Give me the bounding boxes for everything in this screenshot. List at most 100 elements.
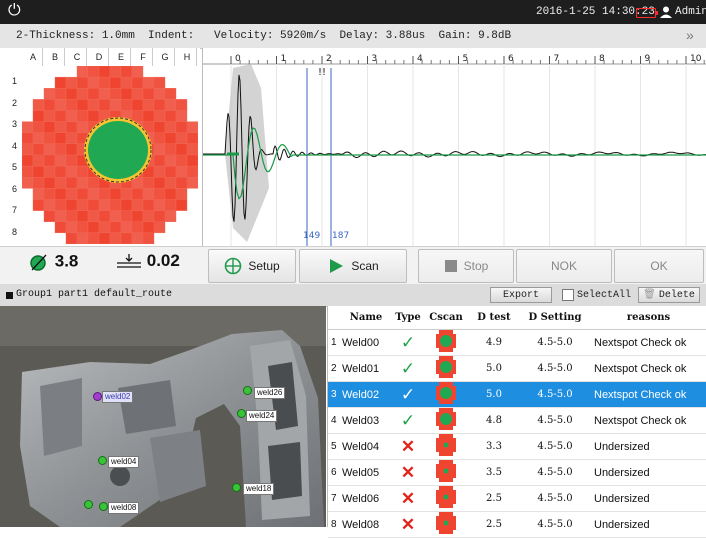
cscan-cell xyxy=(76,88,89,100)
battery-icon xyxy=(636,8,658,18)
power-icon[interactable]: ⏻ xyxy=(8,2,21,19)
table-header-row: Name Type Cscan D test D Setting reasons xyxy=(328,306,706,330)
weld-name: Weld05 xyxy=(340,459,392,486)
weld-tag[interactable]: weld04 xyxy=(108,456,140,468)
setup-button[interactable]: Setup xyxy=(208,249,296,283)
reason-text: Undersized xyxy=(590,433,706,460)
weld-name: Weld06 xyxy=(340,485,392,512)
cscan-row-label: 8 xyxy=(12,226,18,237)
table-row[interactable]: 2 Weld01 ✓ 5.0 4.5-5.0 Nextspot Check ok xyxy=(328,355,706,382)
d-setting-value: 4.5-5.0 xyxy=(520,433,590,460)
weld-point-marker[interactable] xyxy=(232,483,241,492)
cscan-cell xyxy=(153,188,166,200)
d-test-value: 3.5 xyxy=(468,459,520,486)
cscan-cell xyxy=(120,232,133,244)
table-row[interactable]: 6 Weld05 ✕ 3.5 4.5-5.0 Undersized xyxy=(328,459,706,486)
reason-text: Nextspot Check ok xyxy=(590,329,706,356)
export-button[interactable]: Export xyxy=(490,287,552,303)
part-photo[interactable]: weld02 weld26 weld24 weld04 weld18 weld0… xyxy=(0,306,326,527)
row-index: 4 xyxy=(328,407,340,434)
parameter-text: 2-Thickness: 1.0mm Indent: Velocity: 592… xyxy=(16,30,512,42)
cscan-cell xyxy=(131,188,144,200)
cscan-cell xyxy=(43,154,56,167)
username[interactable]: Admin xyxy=(675,6,706,18)
cscan-cell xyxy=(43,132,56,145)
chevron-down-icon[interactable]: » xyxy=(686,27,694,43)
cscan-cell xyxy=(131,110,144,122)
cscan-thumbnail xyxy=(424,433,468,460)
ok-button[interactable]: OK xyxy=(614,249,704,283)
delete-label: Delete xyxy=(658,289,695,301)
select-all-checkbox[interactable]: SelectAll xyxy=(562,287,634,303)
weld-tag[interactable]: weld18 xyxy=(243,483,275,495)
weld-tag[interactable]: weld08 xyxy=(108,502,140,514)
check-icon: ✓ xyxy=(392,329,424,356)
cscan-cell xyxy=(131,99,144,111)
cscan-cell xyxy=(109,210,122,222)
cscan-column-label: G xyxy=(156,48,175,66)
cscan-cell xyxy=(109,88,122,100)
checkbox-icon xyxy=(562,289,574,301)
table-row[interactable]: 4 Weld03 ✓ 4.8 4.5-5.0 Nextspot Check ok xyxy=(328,407,706,434)
weld-tag[interactable]: weld26 xyxy=(254,387,286,399)
weld-point-marker[interactable] xyxy=(243,386,252,395)
ascan-waveform[interactable]: 0 1 2 3 4 5 6 7 8 9 10!! 149 187 xyxy=(202,48,706,246)
cscan-cell xyxy=(186,143,198,156)
weld-point-marker[interactable] xyxy=(84,500,93,509)
check-icon: ✓ xyxy=(392,381,424,408)
cscan-cell xyxy=(98,99,111,111)
cscan-cell xyxy=(175,188,188,200)
cscan-cell xyxy=(175,121,188,133)
weld-tag[interactable]: weld02 xyxy=(102,391,134,403)
cscan-cell xyxy=(109,188,122,200)
column-cscan[interactable]: Cscan xyxy=(424,306,468,330)
table-row[interactable]: 8 Weld08 ✕ 2.5 4.5-5.0 Undersized xyxy=(328,511,706,538)
cscan-cell xyxy=(153,177,166,189)
parameter-bar: 2-Thickness: 1.0mm Indent: Velocity: 592… xyxy=(0,24,706,49)
cscan-column-label: D xyxy=(90,48,109,66)
cscan-cell xyxy=(98,66,111,78)
row-index: 1 xyxy=(328,329,340,356)
nok-button[interactable]: NOK xyxy=(516,249,612,283)
cscan-cell xyxy=(142,188,155,200)
cscan-cell xyxy=(87,188,100,200)
d-setting-value: 4.5-5.0 xyxy=(520,355,590,382)
cscan-cell xyxy=(32,199,45,211)
cross-icon: ✕ xyxy=(392,459,424,486)
tick-label: 4 xyxy=(417,54,423,64)
column-type[interactable]: Type xyxy=(392,306,424,330)
column-reasons[interactable]: reasons xyxy=(590,306,706,330)
cscan-grid[interactable] xyxy=(22,66,198,244)
weld-point-marker[interactable] xyxy=(98,456,107,465)
cscan-cell xyxy=(175,165,188,178)
weld-name: Weld03 xyxy=(340,407,392,434)
weld-point-marker[interactable] xyxy=(237,409,246,418)
scan-button[interactable]: Scan xyxy=(299,249,407,283)
scan-label: Scan xyxy=(351,259,379,273)
column-d-test[interactable]: D test xyxy=(468,306,520,330)
cscan-cell xyxy=(131,66,144,78)
cscan-cell xyxy=(76,110,89,122)
weld-point-marker[interactable] xyxy=(99,502,108,511)
cscan-cell xyxy=(76,232,89,244)
column-d-setting[interactable]: D Setting xyxy=(520,306,590,330)
stop-button[interactable]: Stop xyxy=(418,249,514,283)
weld-point-marker[interactable] xyxy=(93,392,102,401)
cscan-cell xyxy=(186,132,198,145)
cscan-cell xyxy=(98,88,111,100)
table-row[interactable]: 5 Weld04 ✕ 3.3 4.5-5.0 Undersized xyxy=(328,433,706,460)
user-icon[interactable] xyxy=(659,5,673,19)
cscan-row-label: 3 xyxy=(12,119,18,129)
cscan-cell xyxy=(142,76,155,89)
table-row[interactable]: 3 Weld02 ✓ 5.0 4.5-5.0 Nextspot Check ok xyxy=(328,381,706,408)
cscan-cell xyxy=(109,99,122,111)
cscan-cell xyxy=(87,110,100,122)
cross-icon: ✕ xyxy=(392,433,424,460)
table-row[interactable]: 7 Weld06 ✕ 2.5 4.5-5.0 Undersized xyxy=(328,485,706,512)
column-name[interactable]: Name xyxy=(340,306,392,330)
weld-tag[interactable]: weld24 xyxy=(246,410,278,422)
delete-button[interactable]: 🗑 Delete xyxy=(638,287,700,303)
cscan-cell xyxy=(98,199,111,211)
table-row[interactable]: 1 Weld00 ✓ 4.9 4.5-5.0 Nextspot Check ok xyxy=(328,329,706,356)
cscan-cell xyxy=(175,177,188,189)
